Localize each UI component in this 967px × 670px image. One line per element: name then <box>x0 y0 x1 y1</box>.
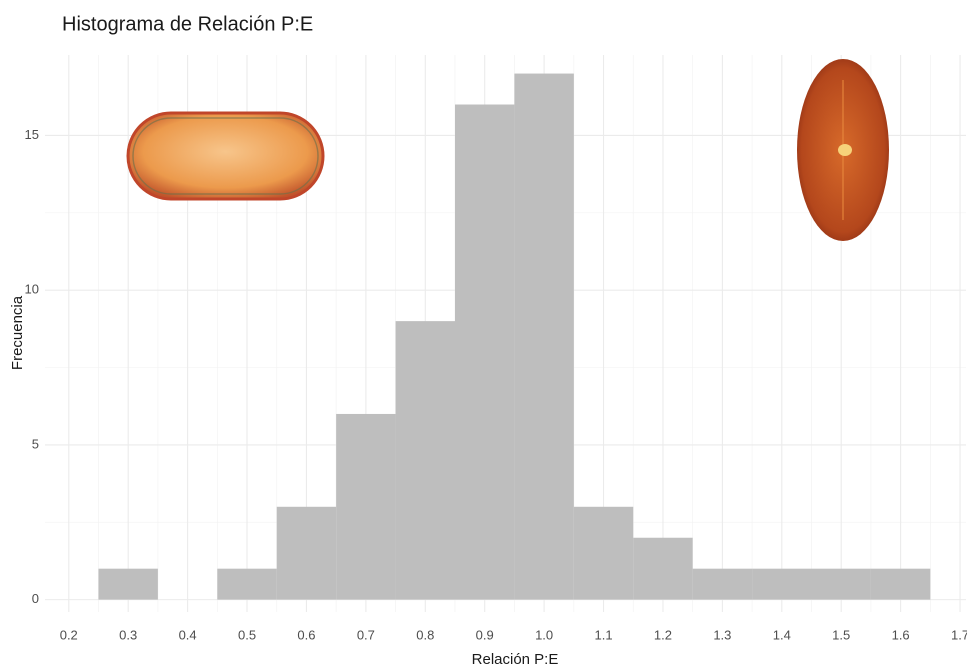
x-tick-label: 1.0 <box>535 627 553 642</box>
y-tick-label: 0 <box>32 591 39 606</box>
y-tick-label: 10 <box>25 282 39 297</box>
bar <box>870 568 931 600</box>
chart-title: Histograma de Relación P:E <box>62 13 313 35</box>
bar <box>633 537 693 600</box>
bar <box>276 506 337 600</box>
x-tick-label: 1.1 <box>595 627 613 642</box>
x-tick-label: 1.6 <box>892 627 910 642</box>
bar <box>336 413 396 600</box>
x-tick-label: 0.8 <box>416 627 434 642</box>
x-axis-label: Relación P:E <box>472 651 559 668</box>
x-tick-label: 0.4 <box>179 627 197 642</box>
x-tick-label: 1.7 <box>951 627 967 642</box>
x-tick-label: 0.5 <box>238 627 256 642</box>
pollen-pore <box>838 144 852 156</box>
bar <box>573 506 634 600</box>
x-tick-label: 1.2 <box>654 627 672 642</box>
x-tick-label: 1.3 <box>713 627 731 642</box>
x-tick-label: 0.2 <box>60 627 78 642</box>
x-tick-label: 1.4 <box>773 627 791 642</box>
x-tick-label: 1.5 <box>832 627 850 642</box>
bar <box>692 568 753 600</box>
pollen-equatorial <box>126 111 325 201</box>
bar <box>395 321 455 600</box>
x-tick-label: 0.3 <box>119 627 137 642</box>
bar <box>217 568 277 600</box>
y-tick-label: 15 <box>25 127 39 142</box>
bar <box>514 73 574 600</box>
bar <box>811 568 871 600</box>
bar <box>454 104 515 600</box>
bar <box>98 568 158 600</box>
y-axis-label: Frecuencia <box>9 295 26 370</box>
x-tick-label: 0.6 <box>297 627 315 642</box>
pollen-outline <box>132 117 319 195</box>
bars <box>98 73 931 600</box>
bar <box>752 568 812 600</box>
x-tick-label: 0.7 <box>357 627 375 642</box>
y-tick-label: 5 <box>32 436 39 451</box>
x-tick-label: 0.9 <box>476 627 494 642</box>
pollen-illustrations <box>126 59 889 241</box>
